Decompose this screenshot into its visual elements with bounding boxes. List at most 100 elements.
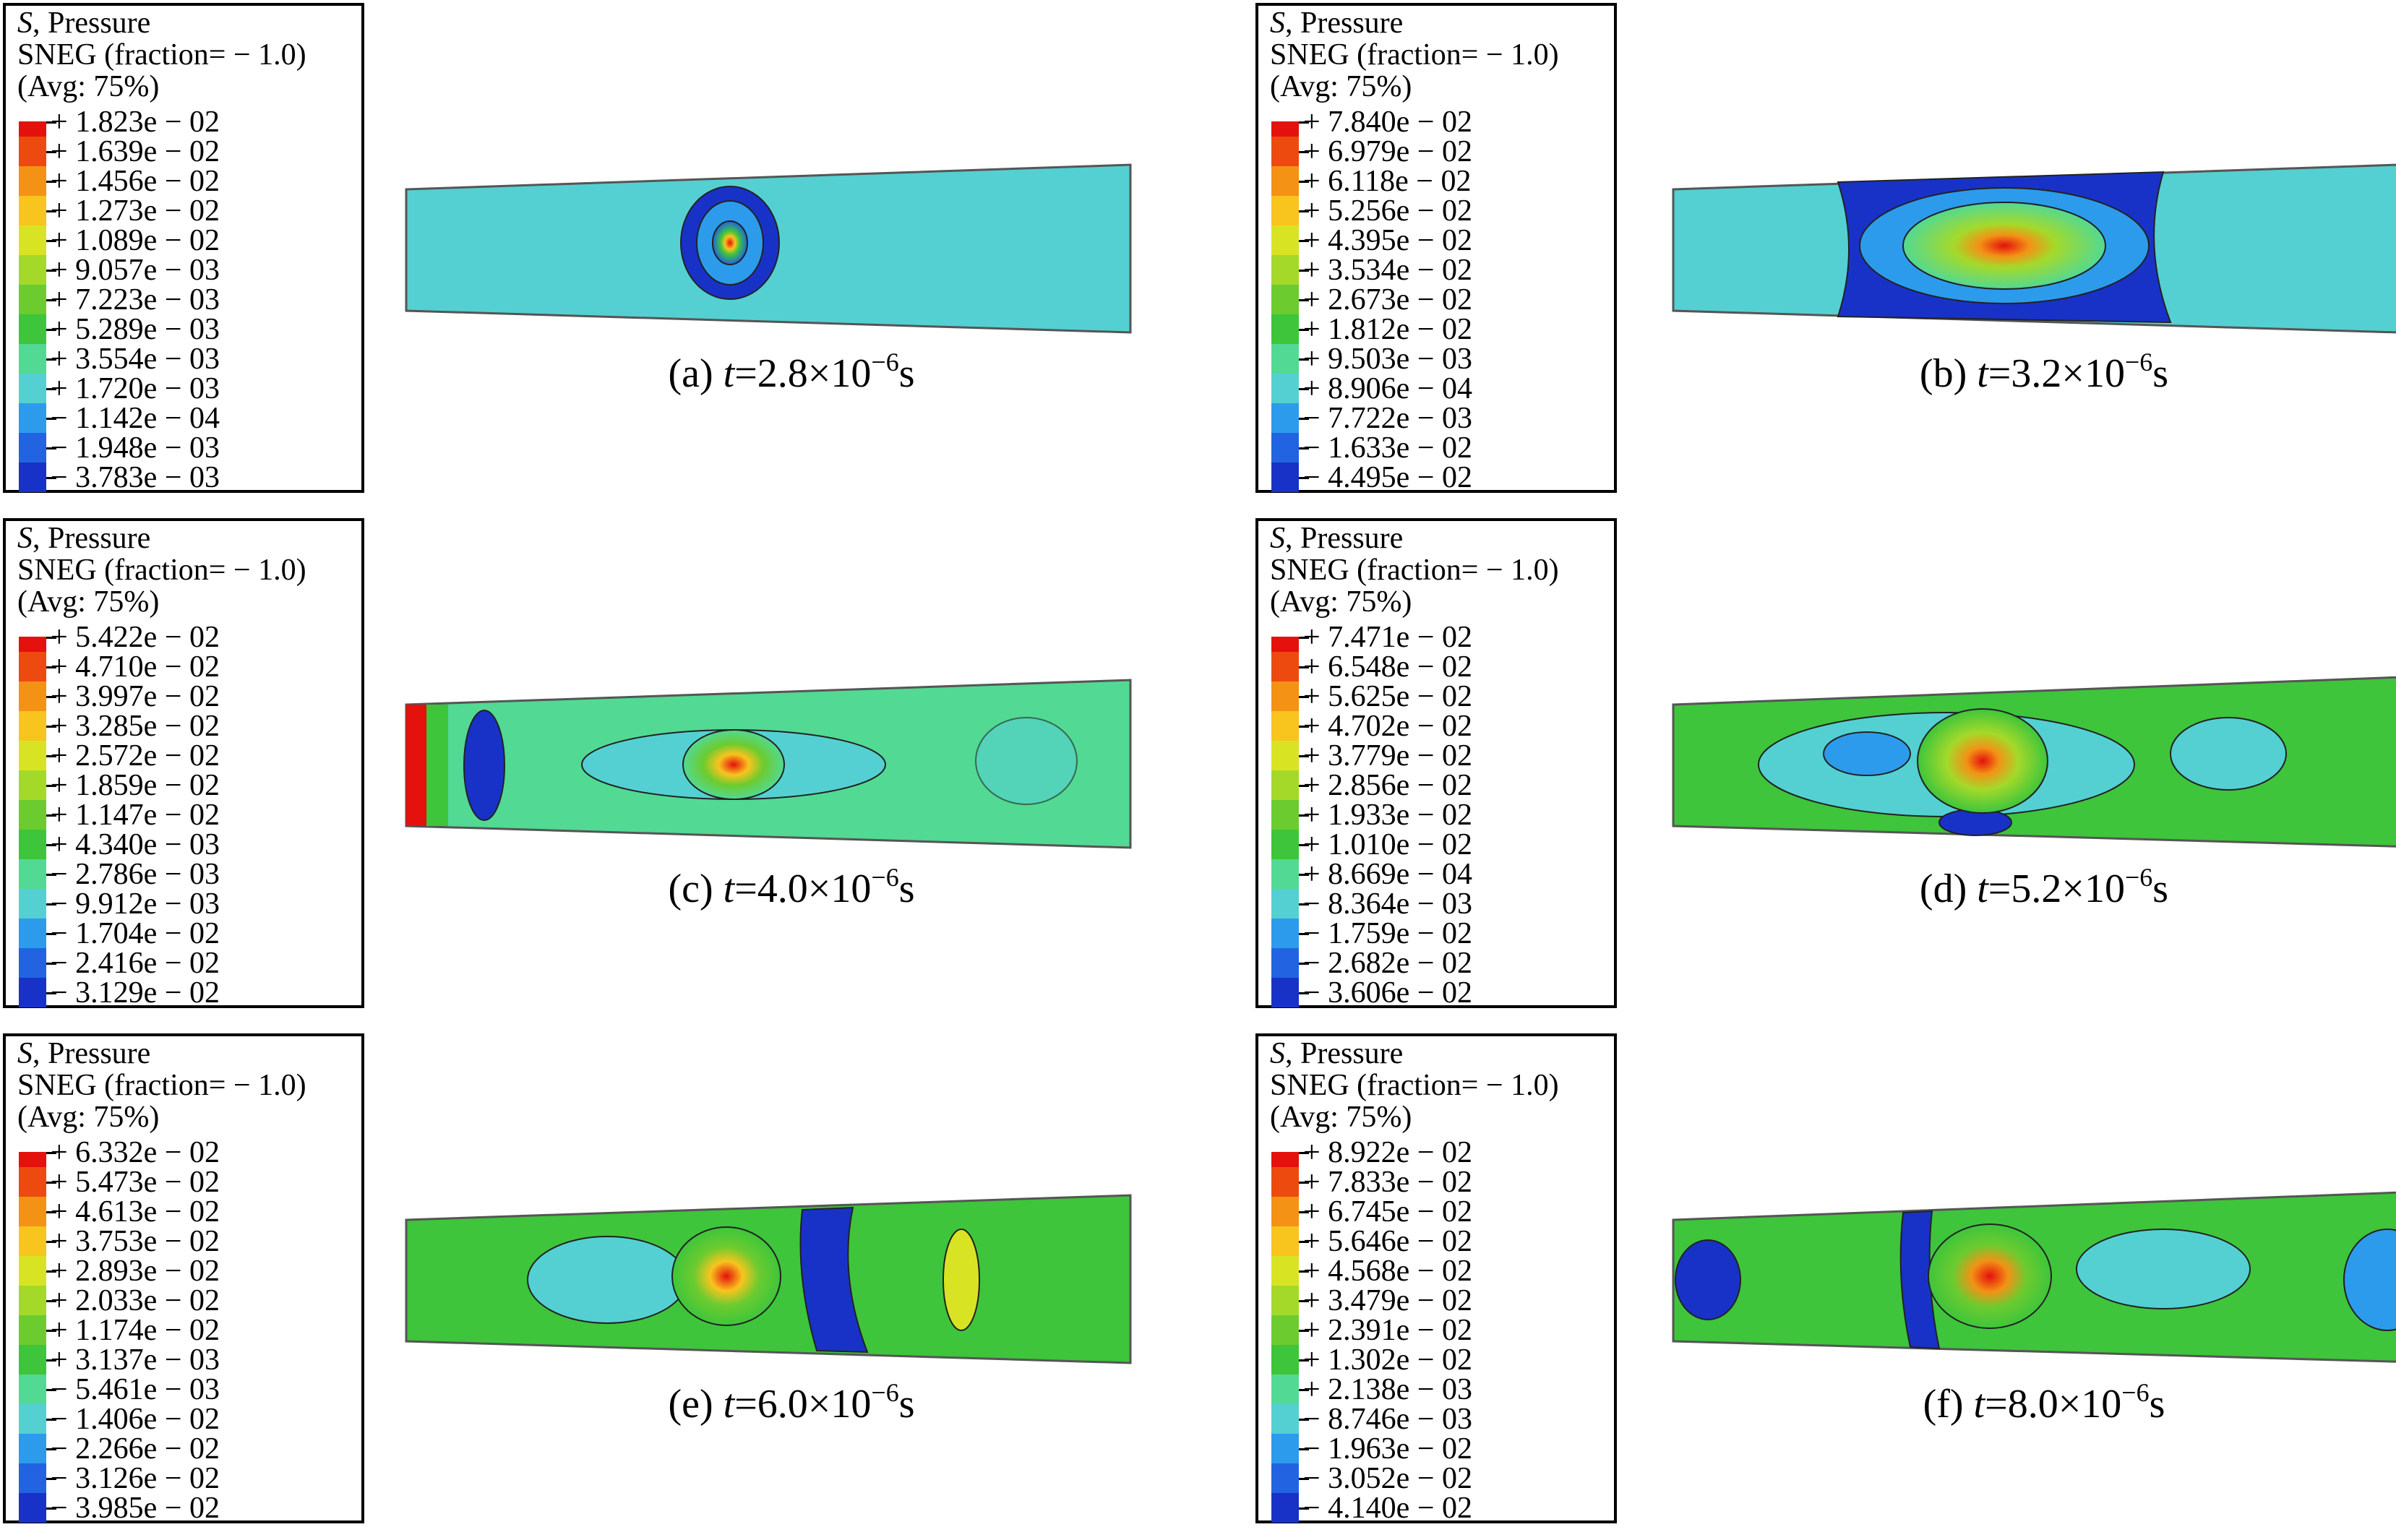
legend-tick bbox=[1299, 1152, 1309, 1154]
legend-header: S, Pressure SNEG (fraction= − 1.0) (Avg:… bbox=[17, 1037, 306, 1134]
legend-swatch bbox=[1271, 652, 1299, 681]
legend-swatch bbox=[1271, 1404, 1299, 1434]
legend-tick bbox=[1299, 151, 1309, 153]
legend-swatch bbox=[19, 166, 46, 196]
legend-tick bbox=[1299, 1359, 1309, 1362]
legend-tick bbox=[1299, 270, 1309, 272]
contour-plot-c bbox=[405, 679, 1132, 849]
legend-tick bbox=[46, 181, 56, 183]
legend-swatch bbox=[1271, 1315, 1299, 1345]
legend-tick bbox=[46, 1478, 56, 1480]
legend-tick bbox=[46, 1241, 56, 1243]
legend-tick bbox=[46, 1270, 56, 1273]
legend-value: − 1.948e − 03 bbox=[51, 431, 220, 465]
legend-tick bbox=[1299, 785, 1309, 787]
legend-swatch bbox=[19, 681, 46, 711]
legend-swatch bbox=[19, 800, 46, 830]
legend-swatch bbox=[19, 255, 46, 285]
legend-swatch bbox=[19, 196, 46, 225]
legend-value: + 1.010e − 02 bbox=[1303, 828, 1473, 861]
legend-tick bbox=[1299, 1478, 1309, 1480]
legend-swatch bbox=[1271, 1493, 1299, 1523]
legend-tick bbox=[1299, 666, 1309, 668]
legend-header: S, Pressure SNEG (fraction= − 1.0) (Avg:… bbox=[17, 7, 306, 103]
caption-b: (b) t=3.2×10−6s bbox=[1919, 348, 2169, 396]
legend-swatch bbox=[19, 1256, 46, 1286]
legend-value: + 1.933e − 02 bbox=[1303, 799, 1473, 832]
legend-swatch bbox=[19, 137, 46, 166]
legend-swatch bbox=[19, 314, 46, 344]
legend-swatch bbox=[19, 1167, 46, 1197]
legend-tick bbox=[1299, 963, 1309, 965]
legend-swatch bbox=[1271, 403, 1299, 433]
legend-tick bbox=[46, 1182, 56, 1184]
color-bar bbox=[19, 1152, 46, 1523]
legend-value: − 7.722e − 03 bbox=[1303, 402, 1473, 435]
legend-value: + 6.979e − 02 bbox=[1303, 135, 1473, 168]
legend-tick bbox=[46, 358, 56, 361]
legend-tick bbox=[46, 477, 56, 479]
legend-tick bbox=[1299, 1419, 1309, 1421]
caption-d: (d) t=5.2×10−6s bbox=[1919, 863, 2169, 911]
legend-swatch bbox=[1271, 121, 1299, 137]
legend-tick bbox=[1299, 903, 1309, 905]
legend-swatch bbox=[19, 948, 46, 978]
legend-tick bbox=[46, 992, 56, 994]
legend-value: − 4.495e − 02 bbox=[1303, 461, 1473, 494]
legend-tick bbox=[46, 1359, 56, 1362]
legend-swatch bbox=[1271, 637, 1299, 652]
caption-e: (e) t=6.0×10−6s bbox=[668, 1378, 915, 1427]
legend-tick bbox=[1299, 388, 1309, 390]
legend-swatch bbox=[19, 433, 46, 463]
legend-tick bbox=[46, 637, 56, 639]
legend-tick bbox=[46, 1211, 56, 1213]
legend-swatch bbox=[1271, 741, 1299, 770]
legend-swatch bbox=[19, 1345, 46, 1375]
color-bar bbox=[19, 637, 46, 1007]
contour-plot-b bbox=[1672, 163, 2396, 334]
legend-swatch bbox=[1271, 711, 1299, 741]
legend-value: + 9.503e − 03 bbox=[1303, 343, 1473, 376]
legend-tick bbox=[1299, 240, 1309, 242]
legend-swatch bbox=[1271, 137, 1299, 166]
legend-tick bbox=[1299, 1300, 1309, 1302]
legend-value: + 4.702e − 02 bbox=[1303, 710, 1473, 743]
legend-value: + 1.639e − 02 bbox=[51, 135, 220, 168]
legend-tick bbox=[1299, 1507, 1309, 1510]
caption-f: (f) t=8.0×10−6s bbox=[1923, 1378, 2165, 1427]
legend-swatch bbox=[1271, 1152, 1299, 1167]
panel-a: S, Pressure SNEG (fraction= − 1.0) (Avg:… bbox=[0, 0, 1193, 509]
legend-swatch bbox=[1271, 859, 1299, 889]
legend-swatch bbox=[1271, 1375, 1299, 1404]
legend-swatch bbox=[19, 711, 46, 741]
legend-value: + 2.033e − 02 bbox=[51, 1284, 220, 1317]
legend-swatch bbox=[19, 285, 46, 314]
legend-tick bbox=[46, 388, 56, 390]
legend-value: − 1.759e − 02 bbox=[1303, 917, 1473, 950]
legend-value: + 5.289e − 03 bbox=[51, 313, 220, 346]
legend-swatch bbox=[19, 1463, 46, 1493]
legend-swatch bbox=[19, 1434, 46, 1463]
legend-value: + 6.548e − 02 bbox=[1303, 650, 1473, 684]
legend-f: S, Pressure SNEG (fraction= − 1.0) (Avg:… bbox=[1255, 1033, 1617, 1523]
legend-tick bbox=[46, 785, 56, 787]
legend-value: − 9.912e − 03 bbox=[51, 887, 220, 921]
legend-tick bbox=[1299, 418, 1309, 420]
legend-swatch bbox=[19, 770, 46, 800]
legend-a: S, Pressure SNEG (fraction= − 1.0) (Avg:… bbox=[3, 3, 364, 493]
legend-value: + 4.568e − 02 bbox=[1303, 1255, 1473, 1288]
legend-swatch bbox=[1271, 166, 1299, 196]
color-bar bbox=[19, 121, 46, 492]
legend-swatch bbox=[1271, 1463, 1299, 1493]
legend-value: + 4.395e − 02 bbox=[1303, 224, 1473, 257]
legend-tick bbox=[1299, 329, 1309, 331]
legend-swatch bbox=[1271, 948, 1299, 978]
legend-tick bbox=[46, 329, 56, 331]
legend-value: + 1.812e − 02 bbox=[1303, 313, 1473, 346]
legend-value: + 9.057e − 03 bbox=[51, 254, 220, 287]
legend-value: + 7.840e − 02 bbox=[1303, 106, 1473, 139]
legend-header: S, Pressure SNEG (fraction= − 1.0) (Avg:… bbox=[1270, 7, 1559, 103]
legend-tick bbox=[1299, 1330, 1309, 1332]
legend-tick bbox=[46, 1300, 56, 1302]
legend-tick bbox=[1299, 121, 1309, 124]
